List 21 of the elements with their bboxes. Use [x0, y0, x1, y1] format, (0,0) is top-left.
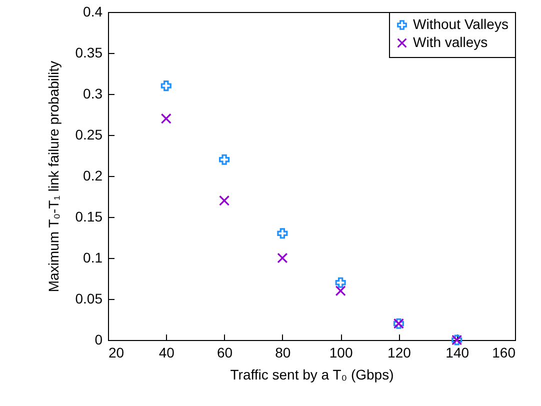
x-tick-label: 160	[492, 344, 516, 360]
x-tick-label: 140	[446, 344, 470, 360]
x-axis-title: Traffic sent by a T₀ (Gbps)	[230, 366, 394, 382]
x-tick-label: 60	[216, 344, 233, 360]
y-tick-label: 0.4	[83, 4, 103, 20]
legend-label: With valleys	[413, 34, 488, 50]
x-tick-label: 100	[329, 344, 353, 360]
y-tick-label: 0.3	[83, 86, 103, 102]
y-tick-label: 0.25	[75, 126, 103, 142]
y-tick-label: 0.2	[83, 168, 103, 184]
x-tick-label: 40	[158, 344, 175, 360]
y-tick-label: 0.15	[75, 208, 103, 224]
x-tick-label: 120	[388, 344, 412, 360]
x-tick-label: 20	[108, 344, 124, 360]
y-tick-label: 0	[94, 332, 103, 348]
y-axis-title: Maximum T₀-T₁ link failure probability	[45, 60, 62, 292]
y-tick-label: 0.35	[75, 44, 103, 60]
legend-label: Without Valleys	[413, 16, 508, 32]
x-tick-label: 80	[275, 344, 291, 360]
y-tick-label: 0.1	[83, 250, 103, 266]
y-tick-label: 0.05	[75, 290, 103, 306]
